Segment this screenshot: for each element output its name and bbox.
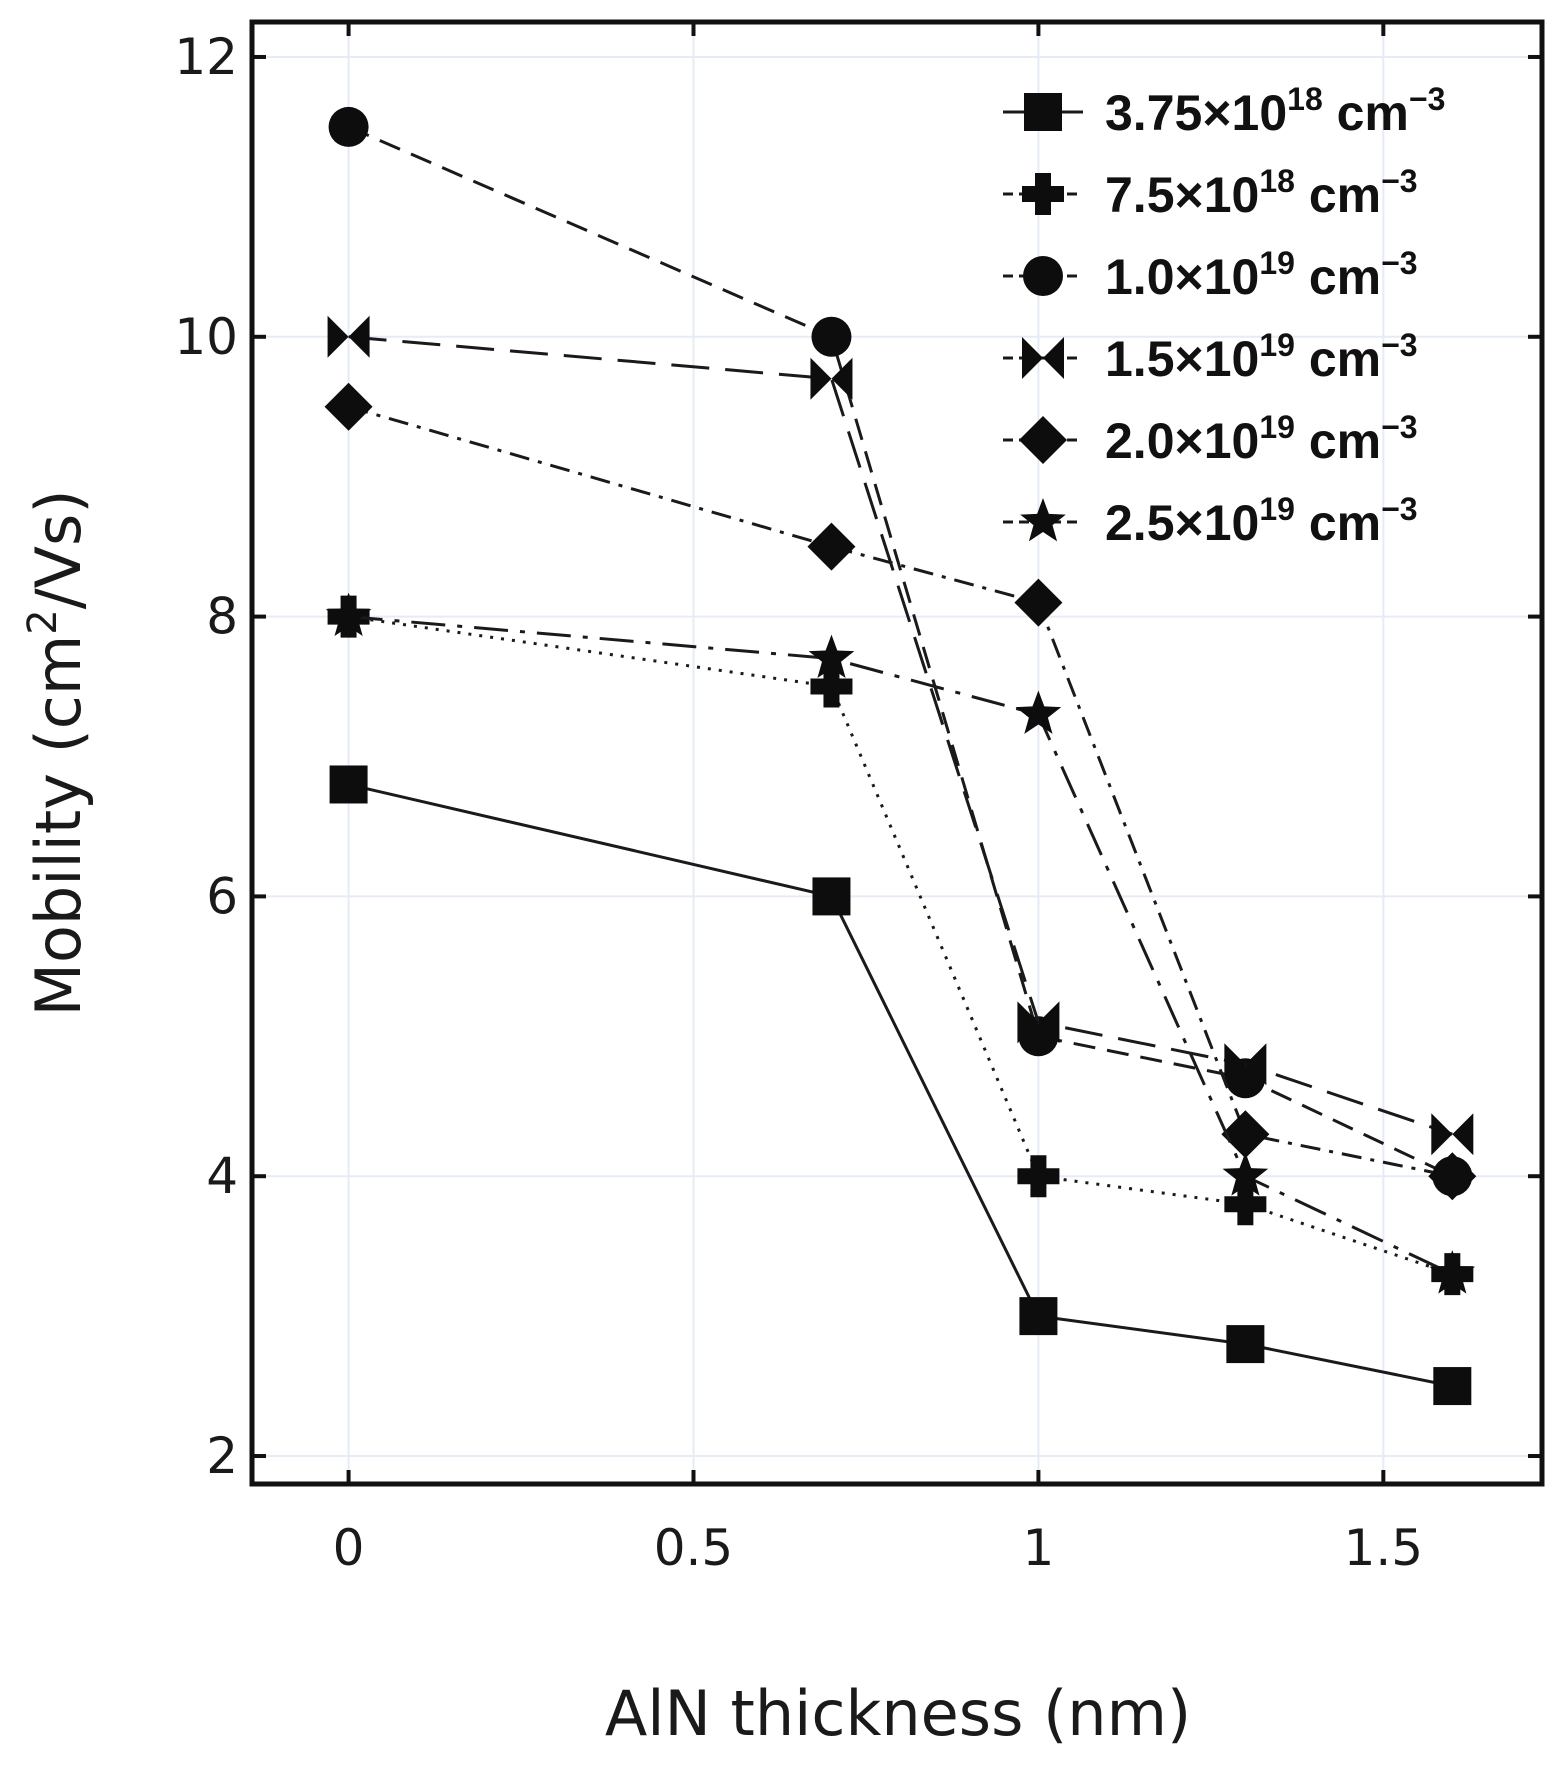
data-point-diamond [1014,578,1063,627]
data-point-plus [810,665,853,708]
data-point-circle [328,106,369,147]
data-point-diamond [807,522,856,571]
x-tick-label: 0 [333,1519,365,1577]
y-tick-label: 6 [206,867,238,925]
data-point-bowtie [1017,1001,1060,1044]
legend-entry-0: 3.75×1018 cm−3 [1003,81,1445,141]
legend-marker-bowtie [1022,337,1064,379]
data-point-square [1226,1325,1265,1364]
legend-label: 1.0×1019 cm−3 [1105,245,1418,305]
y-tick-label: 12 [174,28,238,86]
x-tick-label: 0.5 [654,1519,734,1577]
data-point-star [325,592,372,636]
y-tick-label: 8 [206,588,238,646]
plot-frame [249,19,1545,1487]
legend: 3.75×1018 cm−3 7.5×1018 cm−3 1.0×1019 cm−3… [1003,81,1445,551]
data-point-diamond [324,382,373,431]
data-point-square [329,765,368,804]
y-tick-label: 10 [174,308,238,366]
data-point-square [812,877,851,916]
legend-entry-2: 1.0×1019 cm−3 [1003,245,1418,305]
legend-label: 2.5×1019 cm−3 [1105,491,1418,551]
legend-label: 2.0×1019 cm−3 [1105,409,1418,469]
data-point-star [1015,690,1062,734]
data-point-circle [811,316,852,357]
legend-entry-1: 7.5×1018 cm−3 [1003,163,1418,223]
data-point-bowtie [1224,1043,1267,1086]
legend-entry-3: 1.5×1019 cm−3 [1003,327,1418,387]
legend-label: 7.5×1018 cm−3 [1105,163,1418,223]
legend-marker-diamond [1019,416,1067,464]
y-tick-label: 4 [206,1147,238,1205]
data-point-star [1222,1152,1269,1196]
x-tick-label: 1.5 [1344,1519,1424,1577]
series-layer [324,106,1477,1406]
legend-entry-4: 2.0×1019 cm−3 [1003,409,1418,469]
legend-marker-plus [1022,173,1064,215]
ticks: 0 0.5 1 1.5 2 4 6 8 10 12 [174,22,1542,1577]
data-point-star [1429,1250,1476,1294]
data-point-plus [1224,1183,1267,1226]
legend-marker-square [1024,93,1062,131]
data-point-bowtie [327,315,370,358]
y-axis-title: Mobility (cm2/Vs) [20,489,95,1016]
x-tick-label: 1 [1023,1519,1055,1577]
legend-label: 1.5×1019 cm−3 [1105,327,1418,387]
legend-marker-star [1020,498,1066,542]
data-point-bowtie [1431,1113,1474,1156]
series-5 [325,592,1476,1294]
data-point-star [808,634,855,678]
data-point-square [1433,1367,1472,1406]
data-point-diamond [1428,1152,1477,1201]
legend-marker-circle [1023,256,1063,296]
legend-entry-5: 2.5×1019 cm−3 [1003,491,1418,551]
data-point-diamond [1221,1110,1270,1159]
data-point-bowtie [810,357,853,400]
series-4 [324,382,1477,1201]
series-line-2 [348,125,1453,1178]
legend-label: 3.75×1018 cm−3 [1105,81,1445,141]
data-point-square [1019,1297,1058,1336]
y-tick-label: 2 [206,1427,238,1485]
data-point-plus [1017,1155,1060,1198]
x-axis-title: AlN thickness (nm) [605,1677,1191,1750]
series-0 [329,765,1472,1406]
series-3 [327,315,1474,1156]
